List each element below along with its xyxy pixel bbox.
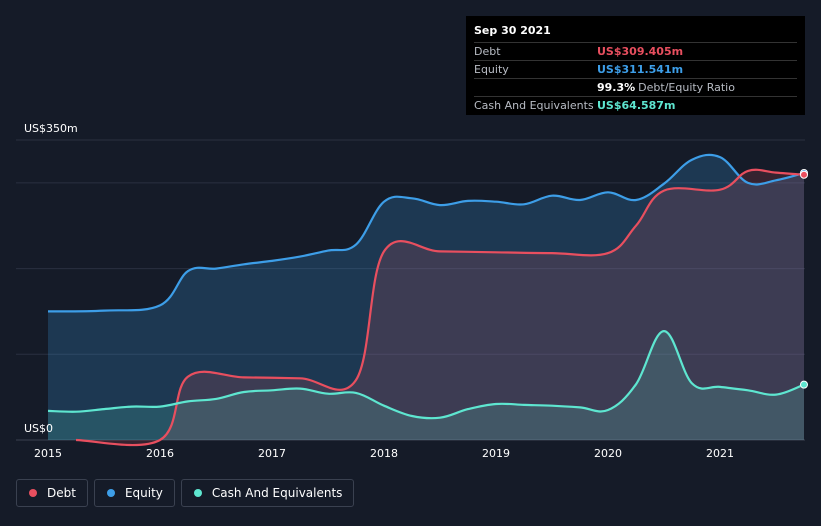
tooltip-date: Sep 30 2021	[474, 22, 797, 43]
series-end-markers	[800, 169, 808, 389]
debt-end-point	[800, 170, 808, 179]
grid-lines	[16, 139, 805, 441]
x-tick-label: 2017	[258, 447, 286, 460]
tooltip-row-equity: Equity US$311.541m	[474, 61, 797, 79]
tooltip-label: Cash And Equivalents	[474, 99, 594, 112]
tooltip-value-cash: US$64.587m	[597, 99, 676, 112]
x-tick-label: 2019	[482, 447, 510, 460]
legend-label: Cash And Equivalents	[211, 486, 343, 500]
equity-area	[48, 154, 804, 440]
y-axis-bottom-label: US$0	[24, 422, 53, 435]
tooltip-row-debt: Debt US$309.405m	[474, 43, 797, 61]
legend-item-debt[interactable]: Debt	[16, 479, 88, 507]
tooltip-row-cash: Cash And Equivalents US$64.587m	[474, 97, 797, 114]
x-tick-label: 2021	[706, 447, 734, 460]
cash-and-equivalents-end-point	[800, 380, 808, 389]
legend-dot-icon	[193, 489, 202, 497]
tooltip-value-equity: US$311.541m	[597, 63, 684, 76]
legend-dot-icon	[29, 489, 37, 497]
tooltip-label: Debt	[474, 45, 501, 58]
tooltip: Sep 30 2021 Debt US$309.405m Equity US$3…	[466, 16, 805, 115]
cash-and-equivalents-line	[47, 329, 805, 420]
tooltip-label: Equity	[474, 63, 509, 76]
tooltip-value-debt: US$309.405m	[597, 45, 684, 58]
x-tick-label: 2016	[146, 447, 174, 460]
series-lines	[47, 153, 805, 447]
tooltip-row-ratio: 99.3% Debt/Equity Ratio	[474, 79, 797, 97]
legend-item-cash[interactable]: Cash And Equivalents	[180, 479, 355, 507]
x-tick-label: 2015	[34, 447, 62, 460]
x-axis-ticks: 2015 2016 2017 2018 2019 2020 2021	[34, 447, 734, 460]
legend-label: Equity	[124, 486, 163, 500]
series-areas	[48, 154, 804, 446]
debt-line	[75, 168, 805, 447]
tooltip-value-ratio: 99.3%	[597, 81, 636, 94]
legend-item-equity[interactable]: Equity	[93, 479, 175, 507]
legend-label: Debt	[47, 486, 76, 500]
x-tick-label: 2018	[370, 447, 398, 460]
equity-line	[47, 153, 805, 313]
legend: Debt Equity Cash And Equivalents	[16, 479, 355, 507]
legend-dot-icon	[106, 489, 115, 497]
y-axis-top-label: US$350m	[24, 122, 78, 135]
tooltip-label	[474, 79, 597, 96]
x-tick-label: 2020	[594, 447, 622, 460]
tooltip-ratio-label: Debt/Equity Ratio	[638, 81, 735, 94]
debt-area	[76, 169, 804, 446]
cash-and-equivalents-area	[48, 331, 804, 440]
